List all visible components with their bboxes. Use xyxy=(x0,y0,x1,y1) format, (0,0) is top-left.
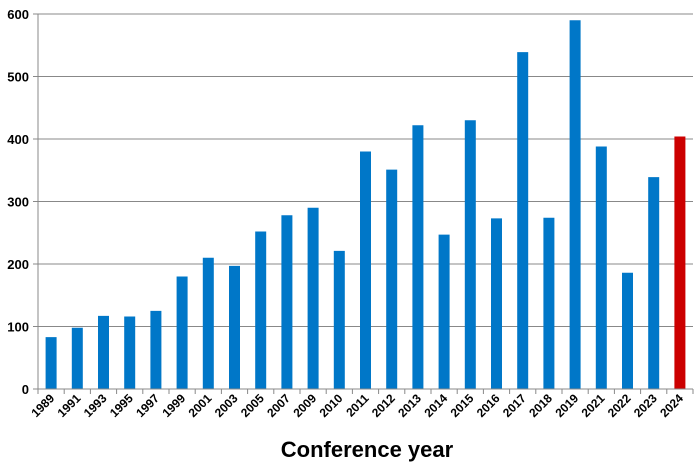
bar-2001 xyxy=(202,257,214,389)
bar-2010 xyxy=(333,250,345,389)
x-tick-label: 2017 xyxy=(500,391,529,420)
y-axis-ticks: 0 100 200 300 400 500 600 xyxy=(7,7,38,397)
x-tick-label: 2012 xyxy=(369,391,398,420)
x-tick-label: 2023 xyxy=(631,391,660,420)
x-tick-label: 2009 xyxy=(290,391,319,420)
bar-2017 xyxy=(517,52,529,389)
bar-2019 xyxy=(569,20,581,389)
y-tick-label: 300 xyxy=(7,195,29,210)
x-tick-label: 2003 xyxy=(212,391,241,420)
x-tick-label: 2001 xyxy=(186,391,215,420)
x-tick-label: 1989 xyxy=(28,391,57,420)
x-tick-label: 2024 xyxy=(657,391,686,420)
bar-1997 xyxy=(150,310,162,389)
bar-2007 xyxy=(281,215,293,389)
x-tick-label: 2022 xyxy=(605,391,634,420)
x-axis-ticks: 1989199119931995199719992001200320052007… xyxy=(28,389,694,420)
bar-1995 xyxy=(124,316,136,389)
bar-2015 xyxy=(464,120,476,389)
bar-2009 xyxy=(307,207,319,389)
bar-2011 xyxy=(360,151,371,389)
bar-2022 xyxy=(622,272,633,389)
y-tick-label: 100 xyxy=(7,320,29,335)
bar-2024 xyxy=(674,136,686,389)
bar-2013 xyxy=(412,125,424,389)
bar-2005 xyxy=(255,231,267,389)
bar-1999 xyxy=(176,276,188,389)
x-tick-label: 2011 xyxy=(343,391,372,420)
bar-1991 xyxy=(71,327,83,389)
bar-2003 xyxy=(229,265,240,389)
bar-2021 xyxy=(595,146,607,389)
bar-2018 xyxy=(543,217,555,389)
y-tick-label: 500 xyxy=(7,70,29,85)
y-tick-label: 400 xyxy=(7,132,29,147)
bar-2014 xyxy=(438,234,450,389)
bars xyxy=(45,20,686,389)
x-tick-label: 1991 xyxy=(55,391,84,420)
x-tick-label: 2007 xyxy=(264,391,293,420)
x-tick-label: 1995 xyxy=(107,391,136,420)
x-tick-label: 2016 xyxy=(474,391,503,420)
y-tick-label: 600 xyxy=(7,7,29,22)
x-tick-label: 2018 xyxy=(526,391,555,420)
x-tick-label: 2021 xyxy=(579,391,608,420)
x-tick-label: 1997 xyxy=(133,391,162,420)
x-tick-label: 2014 xyxy=(421,391,450,420)
bar-2012 xyxy=(386,169,398,389)
y-tick-label: 0 xyxy=(22,382,29,397)
x-tick-label: 2005 xyxy=(238,391,267,420)
bar-2016 xyxy=(491,218,502,389)
bar-2023 xyxy=(648,177,660,389)
x-tick-label: 2013 xyxy=(395,391,424,420)
x-tick-label: 2019 xyxy=(552,391,581,420)
x-axis-label: Conference year xyxy=(281,437,454,462)
bar-1993 xyxy=(98,315,109,389)
x-tick-label: 1993 xyxy=(81,391,110,420)
bar-1989 xyxy=(45,337,57,389)
x-tick-label: 1999 xyxy=(159,391,188,420)
x-tick-label: 2010 xyxy=(317,391,346,420)
x-tick-label: 2015 xyxy=(448,391,477,420)
y-tick-label: 200 xyxy=(7,257,29,272)
